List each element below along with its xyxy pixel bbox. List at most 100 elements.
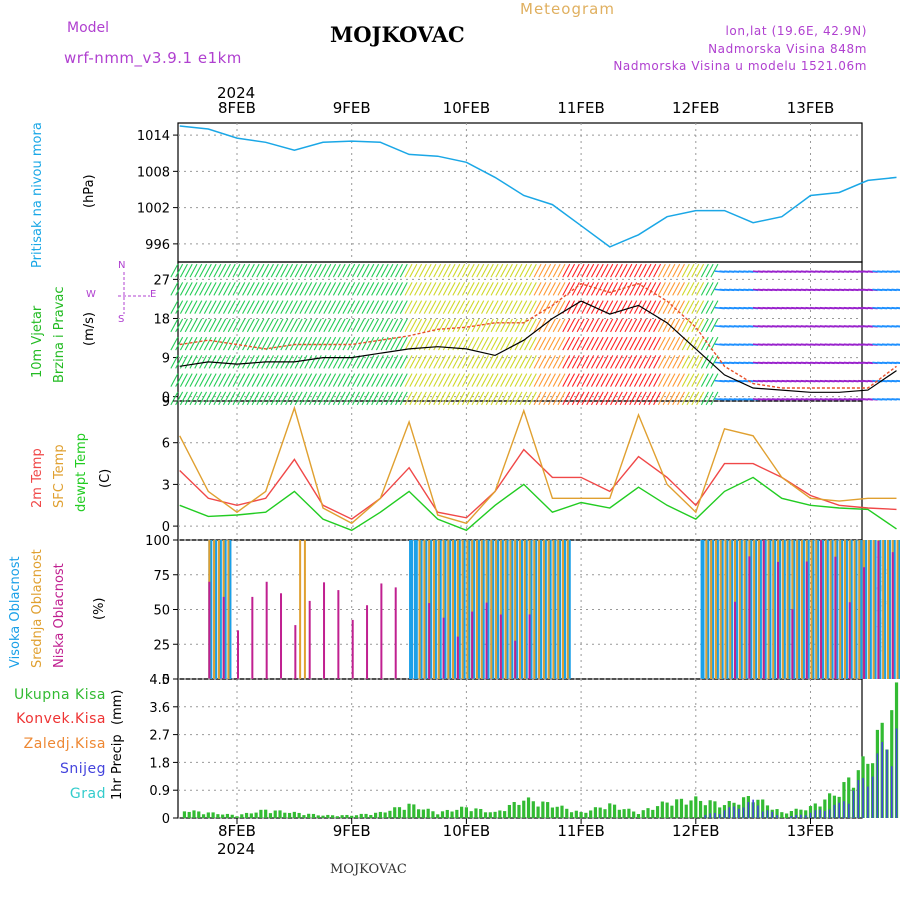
wind-barb xyxy=(189,355,198,369)
cloud-bar xyxy=(853,540,856,679)
precip-bar xyxy=(388,810,392,818)
wind-barb xyxy=(256,282,265,296)
wind-barb xyxy=(576,355,585,369)
wind-barb xyxy=(242,318,251,333)
wind-barb xyxy=(299,263,308,278)
snow-bar xyxy=(886,749,888,818)
pressure-tick-label: 1014 xyxy=(137,129,170,144)
wind-barb xyxy=(653,373,662,387)
wind-barb xyxy=(710,391,719,406)
precip-bar xyxy=(345,814,349,818)
wind-barb xyxy=(466,391,475,406)
wind-barb xyxy=(423,300,432,314)
wind-barb xyxy=(294,263,303,278)
wind-barb xyxy=(285,300,294,314)
wind-barb xyxy=(562,336,571,351)
precip-bar xyxy=(603,809,607,818)
wind-barb xyxy=(543,355,552,369)
wind-barb xyxy=(438,282,446,296)
wind-barb xyxy=(481,282,490,296)
wind-barb xyxy=(351,318,360,333)
wind-barb xyxy=(662,336,671,351)
wind-barb xyxy=(600,263,609,278)
wind-barb xyxy=(538,336,547,351)
wind-barb xyxy=(227,355,236,369)
wind-barb xyxy=(638,282,647,296)
wind-barb xyxy=(657,282,666,296)
wind-barb xyxy=(495,391,504,406)
wind-barb xyxy=(395,355,403,369)
wind-barb xyxy=(423,282,432,296)
wind-barb xyxy=(481,300,490,314)
wind-barb xyxy=(308,300,317,314)
wind-barb xyxy=(390,355,399,369)
wind-barb xyxy=(433,355,442,369)
wind-barb xyxy=(289,391,298,406)
wind-barb xyxy=(514,373,523,387)
precip-bar xyxy=(531,801,535,818)
wind-barb xyxy=(447,373,456,387)
wind-barb xyxy=(557,391,566,406)
wind-barb xyxy=(304,355,313,369)
wind-barb xyxy=(404,355,413,369)
wind-barb xyxy=(222,263,231,278)
wind-barb xyxy=(294,282,303,296)
wind-barb xyxy=(696,373,705,387)
wind-barb xyxy=(633,263,642,278)
wind-barb xyxy=(705,282,714,296)
wind-barb xyxy=(667,355,676,369)
wind-barbs xyxy=(170,263,900,406)
precip-bar xyxy=(847,777,851,818)
wind-barb xyxy=(371,282,380,296)
precip-bar xyxy=(225,813,230,818)
snow-bar xyxy=(766,810,769,818)
precip-bar xyxy=(436,814,440,818)
precip-bar xyxy=(240,814,244,818)
wind-barb xyxy=(404,336,413,351)
wind-barb xyxy=(222,355,231,369)
cloud-bar xyxy=(509,540,512,679)
wind-barb xyxy=(471,391,480,406)
wind-barb xyxy=(294,373,303,387)
wind-barb xyxy=(395,318,403,333)
wind-barb xyxy=(170,318,179,333)
wind-barb xyxy=(691,318,700,333)
x-tick-label-bottom: 12FEB xyxy=(672,822,719,840)
footer-station: MOJKOVAC xyxy=(330,862,407,877)
wind-barb xyxy=(524,336,533,351)
wind-barb xyxy=(461,263,470,278)
wind-barb xyxy=(395,336,403,351)
temp-tick-label: 0 xyxy=(162,520,170,535)
wind-barb xyxy=(648,355,657,369)
wind-barb xyxy=(385,373,394,387)
wind-barb xyxy=(299,355,308,369)
wind-barb xyxy=(184,373,193,387)
wind-barb xyxy=(610,300,619,314)
wind-barb xyxy=(194,336,203,351)
cloud-bar xyxy=(820,540,823,679)
wind-barb xyxy=(643,318,652,333)
wind-barb xyxy=(681,391,690,406)
wind-barb xyxy=(323,336,332,351)
wind-barb xyxy=(476,336,485,351)
precip-bar xyxy=(694,796,698,818)
wind-barb xyxy=(285,391,294,406)
wind-barb xyxy=(610,318,619,333)
snow-bar xyxy=(714,812,716,818)
wind-barb xyxy=(328,300,337,314)
wind-barb xyxy=(351,355,360,369)
precip-bar xyxy=(235,816,239,818)
wind-barb xyxy=(304,373,313,387)
wind-barb xyxy=(371,391,380,406)
wind-barb xyxy=(610,373,619,387)
wind-barb xyxy=(428,373,437,387)
wind-barb xyxy=(438,355,446,369)
precip-bar xyxy=(651,809,655,818)
wind-barb xyxy=(285,373,294,387)
wind-barb xyxy=(313,373,322,387)
cloud-bar xyxy=(815,540,818,679)
wind-barb xyxy=(170,282,179,296)
precip-bar xyxy=(555,806,559,818)
wind-barb xyxy=(643,300,652,314)
wind-barb xyxy=(414,373,423,387)
